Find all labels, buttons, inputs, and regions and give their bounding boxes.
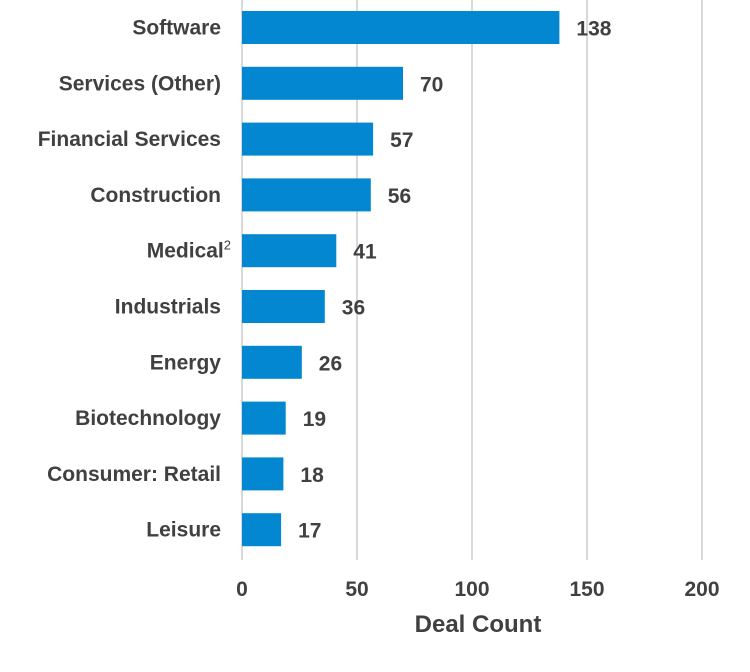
- category-label: Software: [132, 17, 221, 40]
- data-label: 36: [342, 297, 365, 320]
- data-label: 18: [300, 464, 324, 487]
- bar: [242, 178, 371, 212]
- category-label: Services (Other): [59, 72, 221, 95]
- bar: [242, 11, 560, 44]
- bar: [242, 290, 325, 323]
- bar: [242, 513, 282, 547]
- bar: [242, 457, 284, 491]
- bar: [242, 234, 337, 268]
- x-tick-label: 0: [236, 578, 248, 601]
- category-label: Energy: [150, 351, 222, 374]
- data-label: 17: [298, 520, 321, 543]
- x-tick-label: 200: [684, 578, 719, 601]
- category-label: Leisure: [146, 519, 221, 542]
- value-labels: 138 70 57 56 41 36 26 19 18 17: [298, 18, 612, 543]
- category-label: Biotechnology: [75, 407, 221, 430]
- data-label: 57: [390, 129, 413, 152]
- data-label: 70: [420, 73, 443, 96]
- category-label: Construction: [90, 184, 221, 207]
- category-label: Medical2: [147, 238, 231, 263]
- data-label: 138: [576, 18, 611, 41]
- x-tick-label: 150: [569, 578, 604, 601]
- bar: [242, 66, 403, 100]
- data-label: 19: [303, 408, 326, 431]
- bars: [242, 11, 560, 547]
- x-tick-label: 50: [345, 578, 368, 601]
- bar: [242, 122, 374, 156]
- category-labels: Software Services (Other) Financial Servic…: [38, 17, 231, 542]
- category-label: Industrials: [115, 296, 221, 319]
- footnote-superscript: 2: [224, 238, 231, 253]
- data-label: 26: [319, 352, 342, 375]
- x-axis-label: Deal Count: [415, 611, 542, 638]
- bar: [242, 401, 286, 435]
- x-tick-label: 100: [454, 578, 489, 601]
- bar: [242, 345, 302, 379]
- category-label: Financial Services: [38, 128, 221, 151]
- x-tick-labels: 0 50 100 150 200: [236, 578, 719, 601]
- data-label: 41: [353, 241, 377, 264]
- data-label: 56: [388, 185, 411, 208]
- category-label: Consumer: Retail: [47, 463, 221, 486]
